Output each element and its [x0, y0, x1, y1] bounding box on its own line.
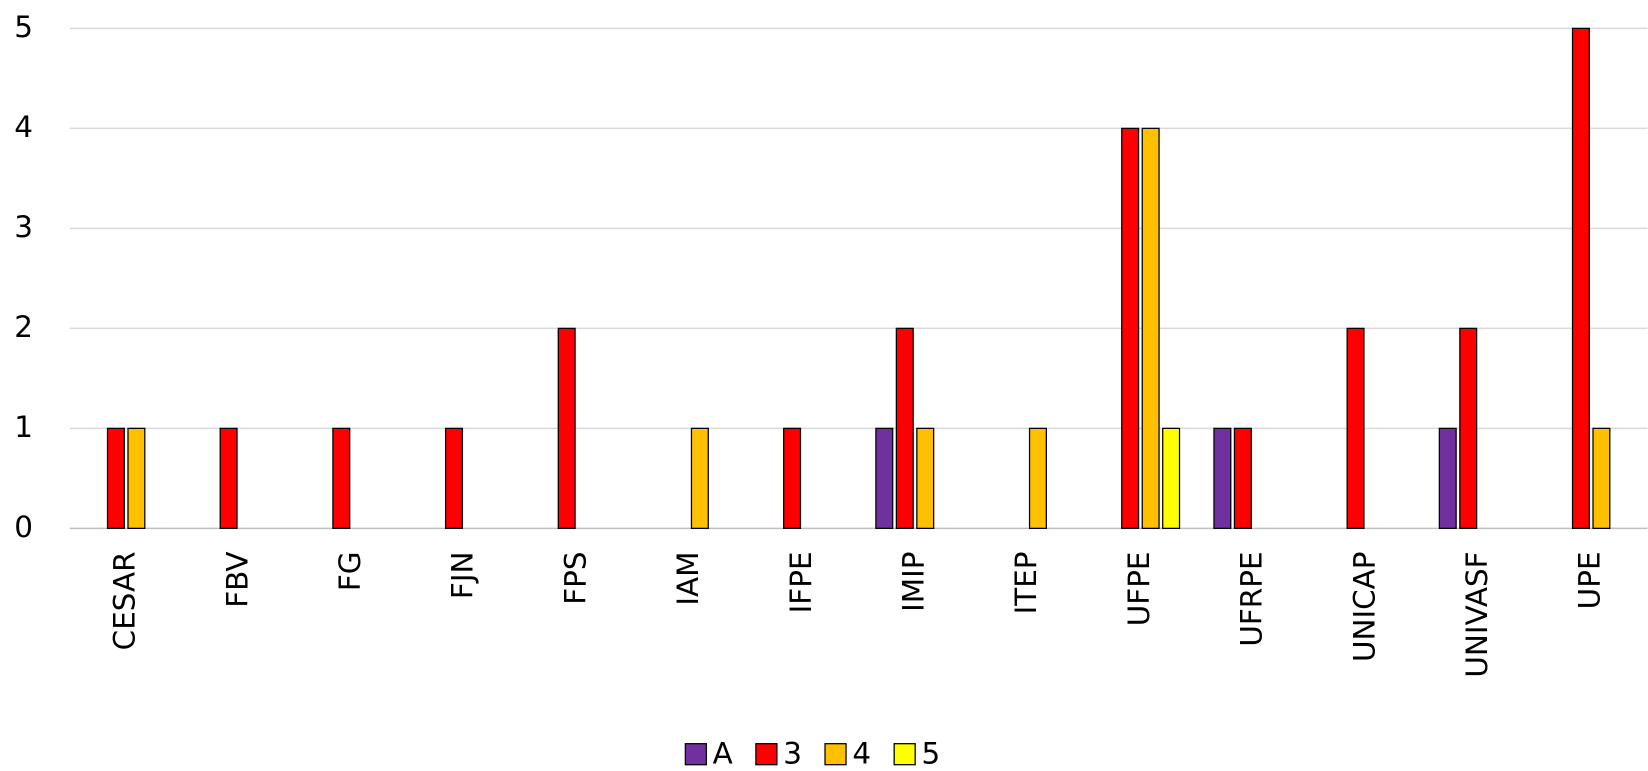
bar	[1438, 427, 1457, 529]
bar	[1233, 427, 1252, 529]
x-tick-label: UPE	[1573, 551, 1607, 609]
x-tick-label: UFRPE	[1235, 551, 1269, 646]
x-tick-label: FPS	[558, 551, 592, 604]
legend-swatch	[893, 743, 916, 766]
x-tick-label: CESAR	[108, 551, 142, 650]
bar	[783, 427, 802, 529]
bar	[1592, 427, 1611, 529]
bar	[690, 427, 709, 529]
bar	[1141, 127, 1160, 529]
bar	[1346, 327, 1365, 529]
bar	[444, 427, 464, 529]
legend-label: 5	[921, 737, 940, 771]
bar	[557, 327, 576, 529]
bar	[1028, 427, 1047, 529]
bar	[127, 427, 146, 529]
y-tick-label: 0	[14, 510, 33, 544]
y-tick-label: 2	[14, 310, 33, 344]
legend-swatch	[684, 743, 707, 766]
y-tick-label: 1	[14, 410, 33, 444]
bar	[219, 427, 238, 529]
x-tick-label: ITEP	[1009, 551, 1043, 614]
x-tick-label: UNIVASF	[1460, 551, 1494, 677]
x-tick-label: IFPE	[784, 551, 818, 613]
bar	[916, 427, 935, 529]
legend-swatch	[755, 743, 778, 766]
bar	[1571, 27, 1590, 529]
bar	[1459, 327, 1478, 529]
bar	[875, 427, 894, 529]
y-tick-label: 4	[14, 110, 33, 144]
bar	[106, 427, 125, 529]
y-tick-label: 5	[14, 10, 33, 44]
x-tick-label: IMIP	[897, 551, 931, 611]
x-tick-label: FG	[333, 551, 367, 591]
bar	[1213, 427, 1232, 529]
bar	[1121, 127, 1140, 529]
legend-label: 3	[783, 737, 802, 771]
x-tick-label: IAM	[671, 551, 705, 605]
bar	[1162, 427, 1181, 529]
x-tick-label: FJN	[446, 551, 480, 599]
x-tick-label: FBV	[220, 551, 254, 607]
bar	[332, 427, 351, 529]
x-tick-label: UNICAP	[1347, 551, 1381, 662]
x-tick-label: UFPE	[1122, 551, 1156, 626]
legend-label: 4	[852, 737, 871, 771]
legend-label: A	[713, 737, 733, 771]
legend-swatch	[824, 743, 847, 766]
bar	[895, 327, 914, 529]
y-tick-label: 3	[14, 210, 33, 244]
